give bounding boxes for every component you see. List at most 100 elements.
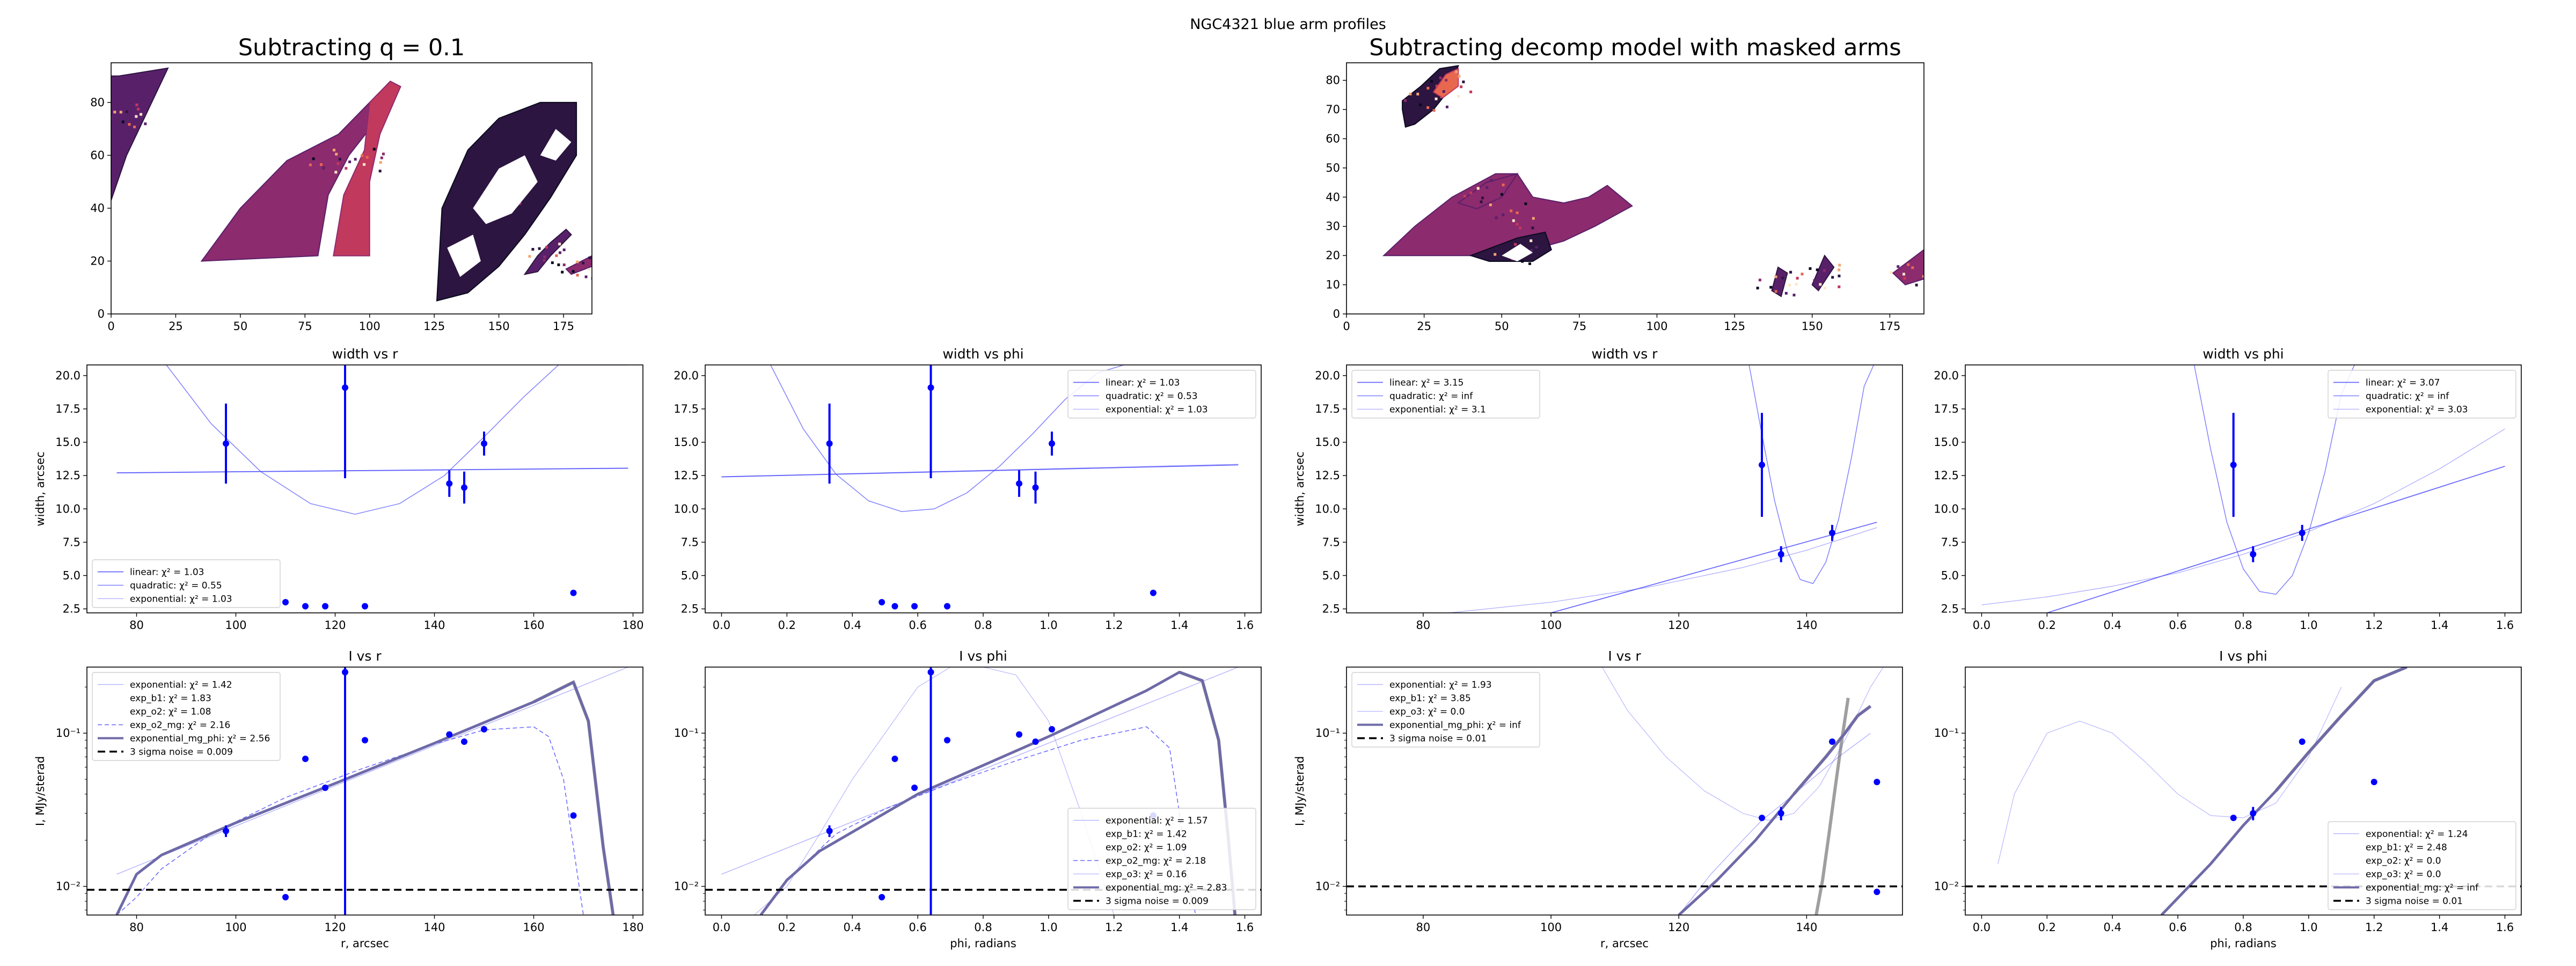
legend-label: exp_o3: χ² = 0.0	[1389, 707, 1465, 718]
axes-title: width vs r	[1592, 346, 1658, 362]
y-tick-label: 17.5	[674, 402, 699, 415]
legend-label: linear: χ² = 1.03	[130, 567, 204, 578]
chart-I_r_q: 80 100 120 140 160 180 10⁻² 10⁻¹ I vs r r, arcsec…	[34, 648, 644, 950]
heatmap-pixel	[365, 156, 369, 159]
chart-width_r_q: 80 100 120 140 160 180 2.5 5.0 7.5 10.0 12.5 15.0 17…	[34, 346, 644, 632]
heatmap-pixel	[1435, 84, 1438, 87]
heatmap-pixel	[1788, 283, 1791, 287]
legend-label: exponential: χ² = 3.1	[1389, 405, 1486, 415]
heatmap-pixel	[1774, 275, 1777, 279]
heatmap-pixel	[133, 126, 136, 129]
y-tick-label: 20.0	[55, 369, 80, 382]
y-tick-label: 2.5	[1322, 603, 1340, 616]
x-tick-label: 1.0	[1040, 619, 1057, 632]
data-point	[282, 894, 289, 901]
axes-frame	[86, 667, 643, 916]
series-linear	[721, 464, 1239, 478]
legend-frame	[2328, 370, 2516, 419]
heatmap-pixel	[1907, 263, 1910, 266]
series-exponential	[721, 667, 1239, 875]
y-axis-label: width, arcsec	[34, 451, 47, 526]
heatmap-pixel	[1756, 287, 1759, 290]
heatmap-pixel	[1801, 273, 1804, 276]
y-tick-label: 2.5	[1941, 603, 1959, 616]
axes-title: width vs phi	[2202, 346, 2284, 362]
heatmap-pixel	[1502, 184, 1505, 187]
data-point	[826, 828, 833, 835]
figure-suptitle: NGC4321 blue arm profiles	[1190, 16, 1386, 33]
heatmap-pixel	[538, 247, 541, 250]
x-tick-label: 0.4	[2104, 921, 2121, 934]
heatmap-pixel	[1838, 268, 1841, 272]
data-point	[2299, 529, 2306, 536]
data-point	[927, 669, 934, 676]
heatmap-pixel	[543, 259, 546, 262]
y-axis-label: width, arcsec	[1293, 451, 1306, 526]
x-tick-label: 1.6	[2496, 921, 2514, 934]
x-tick-label: 1.4	[2431, 619, 2448, 632]
heatmap-pixel	[1404, 99, 1407, 102]
x-tick-label: 1.2	[1105, 921, 1123, 934]
legend: linear: χ² = 3.15 quadratic: χ² = inf expo…	[1351, 370, 1540, 419]
heatmap-pixel	[382, 152, 385, 156]
heatmap-pixel	[1809, 267, 1812, 270]
heatmap-pixel	[324, 156, 327, 159]
y-tick-label: 12.5	[1934, 469, 1959, 482]
x-tick-label: 0.2	[2038, 921, 2056, 934]
y-tick-label: 15.0	[1315, 436, 1340, 449]
y-tick-label: 10⁻¹	[56, 727, 80, 740]
heatmap-pixel	[1497, 245, 1501, 248]
x-tick-label: 150	[1802, 320, 1823, 333]
series-dashed	[760, 726, 1196, 915]
data-point	[446, 731, 453, 738]
heatmap-pixel	[1435, 97, 1438, 100]
x-tick-label: 1.0	[2300, 921, 2317, 934]
y-tick-label: 12.5	[1315, 469, 1340, 482]
legend-label: exponential: χ² = 1.93	[1389, 680, 1492, 691]
heatmap-pixel	[557, 263, 560, 266]
heatmap-pixel	[135, 103, 138, 106]
axes-frame	[86, 364, 643, 613]
heatmap-pixel	[1535, 208, 1538, 211]
legend-label: linear: χ² = 3.15	[1389, 378, 1463, 389]
heatmap-pixel	[588, 256, 591, 259]
heatmap-pixel	[1502, 213, 1505, 216]
heatmap-pixel	[1789, 270, 1792, 274]
heatmap-pixel	[1445, 78, 1448, 82]
heatmap-pixel	[561, 270, 564, 274]
heatmap-pixel	[1823, 287, 1826, 290]
series-mg	[1678, 705, 1871, 915]
y-tick-label: 17.5	[55, 402, 80, 415]
heatmap-pixel	[378, 170, 382, 173]
legend-label: 3 sigma noise = 0.01	[2366, 896, 2463, 907]
legend-frame	[2328, 821, 2516, 910]
series-quadratic	[2193, 365, 2355, 595]
x-tick-label: 140	[423, 619, 445, 632]
heatmap-pixel	[128, 123, 131, 126]
data-point	[911, 784, 918, 791]
x-tick-label: 0.6	[2169, 921, 2186, 934]
heatmap-mask	[540, 129, 572, 161]
series-thin	[754, 667, 1115, 915]
heatmap-title: Subtracting decomp model with masked arm…	[1369, 34, 1901, 61]
data-point	[1777, 551, 1784, 558]
legend-label: exponential: χ² = 1.24	[2366, 829, 2468, 840]
data-point	[446, 480, 453, 487]
y-tick-label: 0	[98, 308, 105, 320]
chart-width_r_decomp: 80 100 120 140 2.5 5.0 7.5 10.0 12.5 15.0 17.5 20.0…	[1293, 346, 1903, 632]
legend-label: exponential: χ² = 1.03	[1106, 405, 1208, 415]
heatmap-pixel	[1512, 219, 1515, 222]
x-tick-label: 100	[225, 921, 246, 934]
heatmap-pixel	[1781, 276, 1784, 280]
heatmap-pixel	[1430, 80, 1433, 83]
series-linear	[116, 467, 628, 474]
heatmap-pixel	[368, 170, 371, 173]
data-point	[2299, 738, 2306, 745]
heatmap-pixel	[1490, 179, 1493, 182]
legend-label: exponential: χ² = 1.57	[1106, 816, 1208, 826]
series-exponential	[721, 464, 1239, 477]
legend-label: exponential: χ² = 3.03	[2366, 405, 2468, 415]
heatmap-pixel	[1458, 75, 1461, 78]
heatmap-pixel	[543, 255, 546, 259]
heatmap-pixel	[334, 171, 338, 174]
